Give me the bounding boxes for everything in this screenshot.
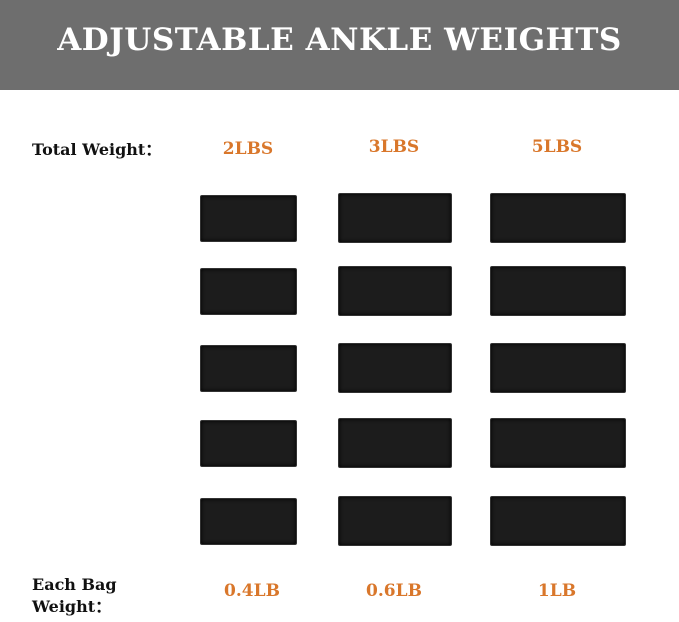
weight-bag <box>200 420 297 467</box>
each-bag-label-line2: Weight： <box>32 597 112 616</box>
total-weight-col1: 2LBS <box>222 139 274 159</box>
total-weight-label: Total Weight： <box>32 140 162 159</box>
each-bag-weight-col2: 0.6LB <box>366 581 422 601</box>
total-weight-col3: 5LBS <box>531 137 583 157</box>
weight-bag <box>338 418 452 468</box>
weight-bag <box>490 496 626 546</box>
weight-bag <box>490 193 626 243</box>
weight-bag <box>338 496 452 546</box>
weight-bag <box>200 345 297 392</box>
weight-bag <box>200 195 297 242</box>
weight-bag <box>338 266 452 316</box>
each-bag-label-line1: Each Bag <box>32 575 117 594</box>
weight-bag <box>200 498 297 545</box>
weight-bag <box>200 268 297 315</box>
header-banner: ADJUSTABLE ANKLE WEIGHTS <box>0 0 679 90</box>
weight-bag <box>338 343 452 393</box>
weight-bag <box>490 343 626 393</box>
page-title: ADJUSTABLE ANKLE WEIGHTS <box>57 22 622 58</box>
weight-bag <box>490 266 626 316</box>
total-weight-col2: 3LBS <box>368 137 420 157</box>
each-bag-weight-col1: 0.4LB <box>224 581 280 601</box>
weight-bag <box>490 418 626 468</box>
each-bag-weight-col3: 1LB <box>537 581 577 601</box>
each-bag-label: Each Bag Weight： <box>32 574 117 618</box>
weight-bag <box>338 193 452 243</box>
